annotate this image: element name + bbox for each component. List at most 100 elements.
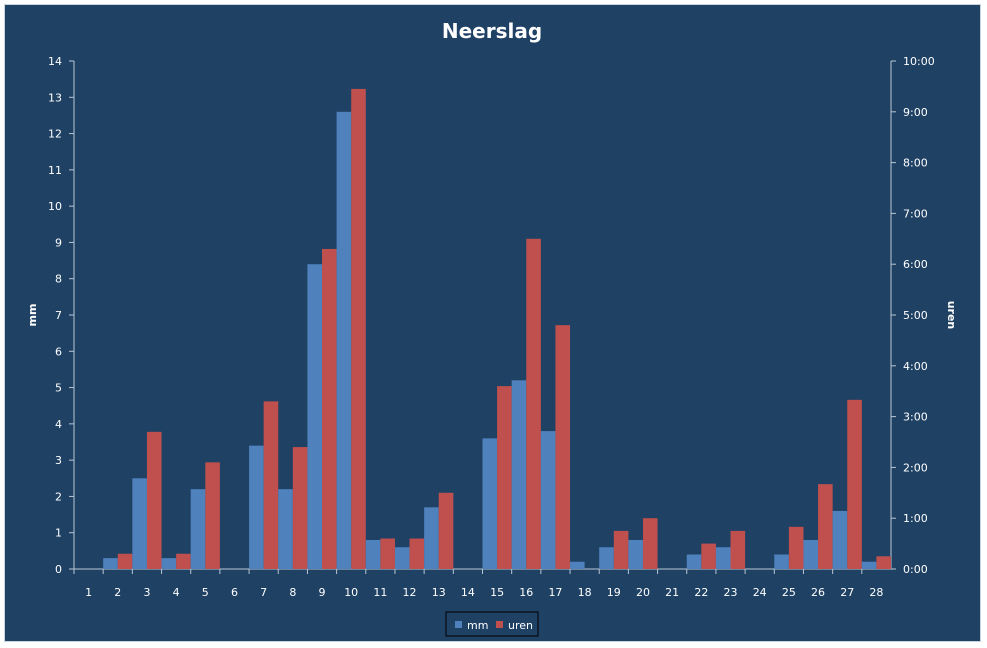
bar-uren <box>263 401 279 569</box>
bar-mm <box>365 539 381 569</box>
y-tick-label: 2 <box>55 490 62 503</box>
y-tick-label: 5 <box>55 382 62 395</box>
x-tick-label: 4 <box>173 586 180 599</box>
bar-mm <box>103 558 118 569</box>
x-tick-label: 8 <box>289 586 296 599</box>
x-tick-label: 3 <box>143 586 150 599</box>
y-tick-label: 10 <box>48 200 62 213</box>
x-tick-label: 23 <box>724 586 738 599</box>
x-tick-label: 20 <box>636 586 650 599</box>
bar-mm <box>482 438 498 569</box>
y-tick-label: 3 <box>55 454 62 467</box>
bar-mm <box>132 478 147 569</box>
legend: mm uren <box>445 611 539 637</box>
y2-tick-label: 3:00 <box>903 411 928 424</box>
x-tick-label: 2 <box>114 586 121 599</box>
bar-mm <box>540 431 556 569</box>
y-tick-label: 9 <box>55 236 62 249</box>
bar-mm <box>511 380 527 569</box>
bar-uren <box>847 399 862 569</box>
x-tick-label: 15 <box>490 586 504 599</box>
y2-tick-label: 0:00 <box>903 563 928 576</box>
bar-mm <box>161 558 177 569</box>
bar-mm <box>570 561 585 569</box>
x-tick-label: 9 <box>319 586 326 599</box>
bar-mm <box>774 554 789 569</box>
bar-uren <box>526 238 541 570</box>
bar-mm <box>715 547 731 569</box>
y-tick-label: 6 <box>55 345 62 358</box>
bar-mm <box>599 547 614 569</box>
bar-mm <box>861 561 877 569</box>
bars <box>103 88 892 570</box>
x-tick-label: 1 <box>85 586 92 599</box>
y-tick-label: 4 <box>55 418 62 431</box>
x-tick-label: 11 <box>373 586 387 599</box>
x-tick-label: 5 <box>202 586 209 599</box>
chart-title: Neerslag <box>442 19 542 43</box>
bar-mm <box>832 510 848 569</box>
bar-mm <box>686 554 702 569</box>
y-axis-label: mm <box>26 304 39 327</box>
bar-uren <box>409 538 425 569</box>
x-tick-label: 21 <box>665 586 679 599</box>
bar-uren <box>730 530 746 569</box>
bar-uren <box>292 447 308 569</box>
bar-uren <box>117 553 133 569</box>
x-tick-label: 25 <box>782 586 796 599</box>
bar-uren <box>351 88 366 569</box>
bar-uren <box>876 556 892 569</box>
y-tick-label: 12 <box>48 128 62 141</box>
x-tick-label: 13 <box>432 586 446 599</box>
y-tick-label: 14 <box>48 55 62 68</box>
bar-uren <box>497 386 512 569</box>
bar-mm <box>394 547 410 569</box>
bar-mm <box>424 507 439 569</box>
bar-uren <box>205 462 220 569</box>
bar-uren <box>701 543 716 569</box>
x-tick-label: 14 <box>461 586 475 599</box>
y2-tick-label: 1:00 <box>903 512 928 525</box>
bar-mm <box>278 489 293 569</box>
bar-mm <box>190 489 206 569</box>
bar-uren <box>322 248 337 569</box>
bar-uren <box>788 526 804 569</box>
y2-tick-label: 9:00 <box>903 106 928 119</box>
y2-tick-label: 8:00 <box>903 157 928 170</box>
legend-label-uren: uren <box>508 619 533 632</box>
y-tick-label: 13 <box>48 91 62 104</box>
y-tick-label: 0 <box>55 563 62 576</box>
y2-axis-label: uren <box>945 301 958 330</box>
bar-mm <box>249 445 264 569</box>
legend-label-mm: mm <box>467 619 488 632</box>
x-tick-label: 12 <box>403 586 417 599</box>
y2-tick-label: 6:00 <box>903 258 928 271</box>
x-tick-label: 22 <box>694 586 708 599</box>
bar-uren <box>818 484 833 569</box>
y-tick-label: 8 <box>55 273 62 286</box>
y-tick-label: 7 <box>55 309 62 322</box>
legend-swatch-uren <box>496 621 503 628</box>
bar-mm <box>803 539 819 569</box>
x-tick-label: 28 <box>869 586 883 599</box>
y2-tick-label: 4:00 <box>903 360 928 373</box>
y2-tick-label: 5:00 <box>903 309 928 322</box>
bar-uren <box>613 530 629 569</box>
bar-uren <box>146 431 162 569</box>
bar-mm <box>336 111 352 570</box>
y2-tick-label: 2:00 <box>903 461 928 474</box>
x-tick-label: 10 <box>344 586 358 599</box>
x-tick-label: 18 <box>578 586 592 599</box>
x-tick-label: 27 <box>840 586 854 599</box>
legend-swatch-mm <box>455 621 462 628</box>
x-tick-label: 16 <box>519 586 533 599</box>
x-tick-label: 17 <box>548 586 562 599</box>
y-tick-label: 1 <box>55 527 62 540</box>
x-tick-label: 7 <box>260 586 267 599</box>
legend-box <box>445 611 539 637</box>
x-tick-label: 19 <box>607 586 621 599</box>
bar-uren <box>555 325 571 569</box>
bar-mm <box>307 264 323 569</box>
x-tick-label: 26 <box>811 586 825 599</box>
